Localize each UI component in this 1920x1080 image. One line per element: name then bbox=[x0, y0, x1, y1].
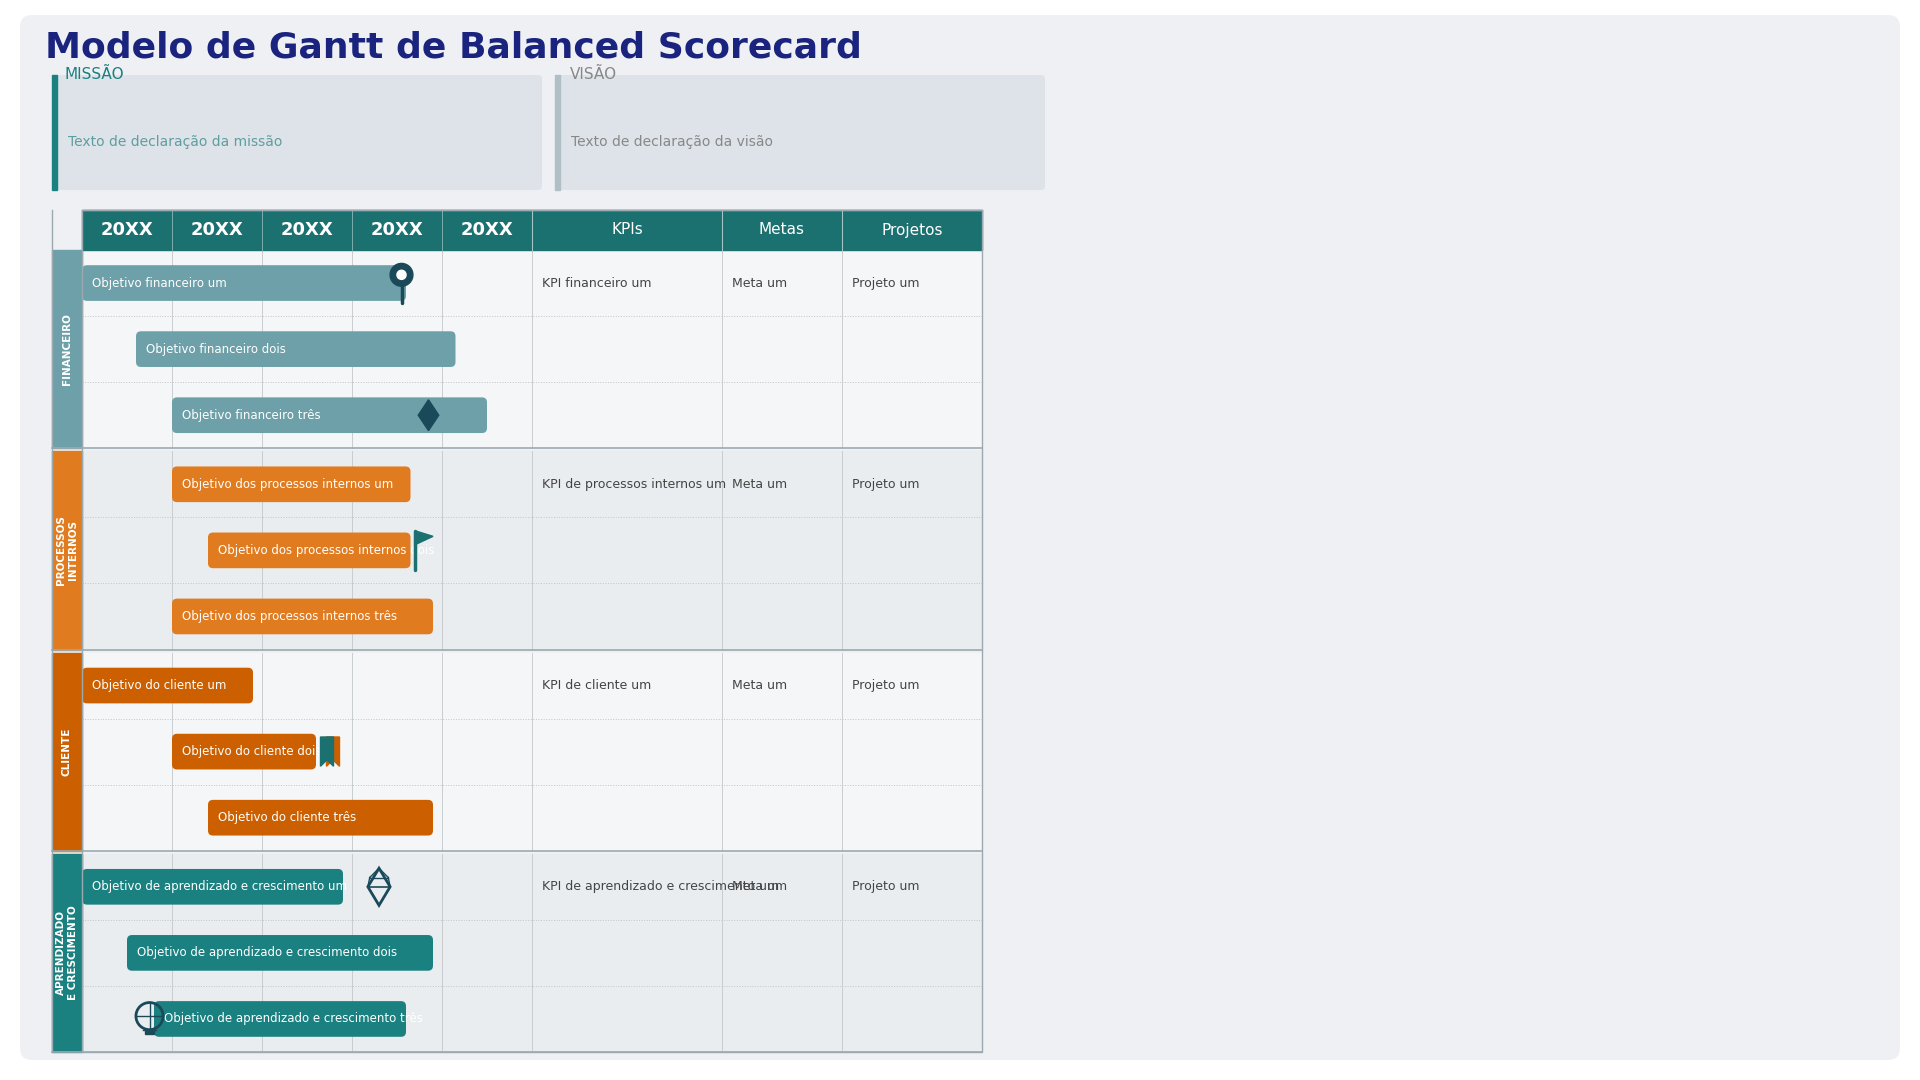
Text: Projeto um: Projeto um bbox=[852, 276, 920, 289]
Bar bbox=[83, 210, 981, 1052]
Text: 20XX: 20XX bbox=[461, 221, 513, 239]
FancyBboxPatch shape bbox=[136, 332, 455, 367]
Text: Projeto um: Projeto um bbox=[852, 880, 920, 893]
Text: Projeto um: Projeto um bbox=[852, 477, 920, 490]
FancyBboxPatch shape bbox=[555, 75, 1044, 190]
Bar bbox=[83, 451, 981, 649]
Text: Objetivo dos processos internos dois: Objetivo dos processos internos dois bbox=[219, 544, 434, 557]
FancyBboxPatch shape bbox=[83, 869, 344, 905]
Text: PROCESSOS
INTERNOS: PROCESSOS INTERNOS bbox=[56, 515, 79, 585]
Bar bbox=[52, 249, 83, 448]
Text: KPI financeiro um: KPI financeiro um bbox=[541, 276, 651, 289]
Text: KPI de cliente um: KPI de cliente um bbox=[541, 679, 651, 692]
Polygon shape bbox=[321, 737, 334, 766]
Text: Objetivo do cliente dois: Objetivo do cliente dois bbox=[182, 745, 321, 758]
FancyBboxPatch shape bbox=[173, 397, 488, 433]
FancyBboxPatch shape bbox=[83, 266, 405, 301]
Text: Metas: Metas bbox=[758, 222, 804, 238]
Text: Objetivo dos processos internos um: Objetivo dos processos internos um bbox=[182, 477, 394, 490]
Bar bbox=[52, 854, 83, 1052]
Text: Texto de declaração da missão: Texto de declaração da missão bbox=[67, 135, 282, 149]
Text: Objetivo financeiro um: Objetivo financeiro um bbox=[92, 276, 227, 289]
FancyBboxPatch shape bbox=[127, 935, 434, 971]
Text: KPI de aprendizado e crescimento um: KPI de aprendizado e crescimento um bbox=[541, 880, 780, 893]
Text: Modelo de Gantt de Balanced Scorecard: Modelo de Gantt de Balanced Scorecard bbox=[44, 30, 862, 64]
Text: 20XX: 20XX bbox=[371, 221, 424, 239]
Text: MISSÃO: MISSÃO bbox=[65, 67, 125, 82]
Text: Meta um: Meta um bbox=[732, 477, 787, 490]
FancyBboxPatch shape bbox=[173, 598, 434, 634]
Text: Projetos: Projetos bbox=[881, 222, 943, 238]
Polygon shape bbox=[419, 400, 440, 431]
FancyBboxPatch shape bbox=[207, 532, 411, 568]
Text: Texto de declaração da visão: Texto de declaração da visão bbox=[570, 135, 774, 149]
Text: VISÃO: VISÃO bbox=[570, 67, 616, 82]
Text: Objetivo de aprendizado e crescimento um: Objetivo de aprendizado e crescimento um bbox=[92, 880, 348, 893]
Bar bbox=[52, 652, 83, 851]
Bar bbox=[52, 75, 58, 190]
Text: Projeto um: Projeto um bbox=[852, 679, 920, 692]
Text: 20XX: 20XX bbox=[280, 221, 334, 239]
Text: Objetivo financeiro dois: Objetivo financeiro dois bbox=[146, 342, 286, 355]
Text: 20XX: 20XX bbox=[190, 221, 244, 239]
FancyBboxPatch shape bbox=[173, 733, 317, 769]
Bar bbox=[83, 652, 981, 851]
Polygon shape bbox=[415, 530, 434, 544]
FancyBboxPatch shape bbox=[173, 467, 411, 502]
Text: APRENDIZADO
E CRESCIMENTO: APRENDIZADO E CRESCIMENTO bbox=[56, 905, 79, 1000]
Text: Objetivo de aprendizado e crescimento três: Objetivo de aprendizado e crescimento tr… bbox=[163, 1012, 422, 1025]
FancyBboxPatch shape bbox=[52, 75, 541, 190]
Text: Objetivo do cliente três: Objetivo do cliente três bbox=[219, 811, 357, 824]
Text: Meta um: Meta um bbox=[732, 276, 787, 289]
Polygon shape bbox=[326, 737, 340, 766]
Text: Meta um: Meta um bbox=[732, 679, 787, 692]
Text: KPI de processos internos um: KPI de processos internos um bbox=[541, 477, 726, 490]
FancyBboxPatch shape bbox=[83, 667, 253, 703]
Bar bbox=[83, 249, 981, 448]
Text: KPIs: KPIs bbox=[611, 222, 643, 238]
FancyBboxPatch shape bbox=[19, 15, 1901, 1059]
Bar bbox=[83, 854, 981, 1052]
Circle shape bbox=[397, 270, 405, 280]
Circle shape bbox=[390, 264, 413, 286]
Bar bbox=[52, 451, 83, 649]
Text: CLIENTE: CLIENTE bbox=[61, 728, 73, 775]
Text: FINANCEIRO: FINANCEIRO bbox=[61, 313, 73, 386]
Text: Meta um: Meta um bbox=[732, 880, 787, 893]
FancyBboxPatch shape bbox=[154, 1001, 405, 1037]
FancyBboxPatch shape bbox=[207, 800, 434, 836]
Text: Objetivo de aprendizado e crescimento dois: Objetivo de aprendizado e crescimento do… bbox=[136, 946, 397, 959]
Bar bbox=[144, 1029, 154, 1035]
Text: Objetivo financeiro três: Objetivo financeiro três bbox=[182, 408, 321, 421]
Text: Objetivo do cliente um: Objetivo do cliente um bbox=[92, 679, 227, 692]
Text: Objetivo dos processos internos três: Objetivo dos processos internos três bbox=[182, 610, 397, 623]
Bar bbox=[555, 75, 561, 190]
Text: 20XX: 20XX bbox=[100, 221, 154, 239]
Bar bbox=[83, 210, 981, 249]
